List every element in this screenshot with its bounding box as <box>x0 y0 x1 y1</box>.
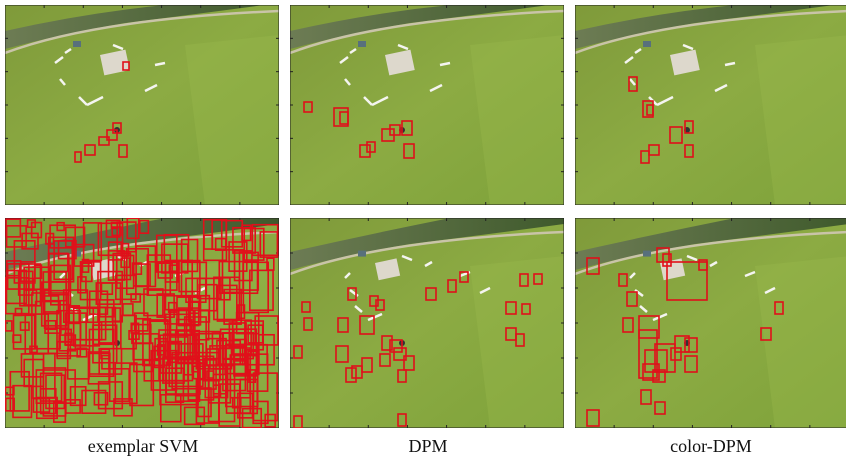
caption: exemplar SVM <box>88 436 198 456</box>
building <box>73 41 81 47</box>
figure: exemplar SVM DPM color-DPM <box>0 0 846 462</box>
image-panel <box>290 218 564 428</box>
building <box>643 41 651 47</box>
page: exemplar SVM DPM color-DPM (() => { cons… <box>0 0 846 462</box>
building <box>643 251 651 257</box>
building <box>358 251 366 257</box>
caption: DPM <box>408 436 447 456</box>
image-panel <box>5 3 279 205</box>
image-panel <box>290 3 564 205</box>
caption: color-DPM <box>670 436 752 456</box>
image-panel <box>5 218 279 428</box>
image-panel <box>575 3 846 205</box>
building <box>358 41 366 47</box>
image-panel <box>575 218 846 428</box>
